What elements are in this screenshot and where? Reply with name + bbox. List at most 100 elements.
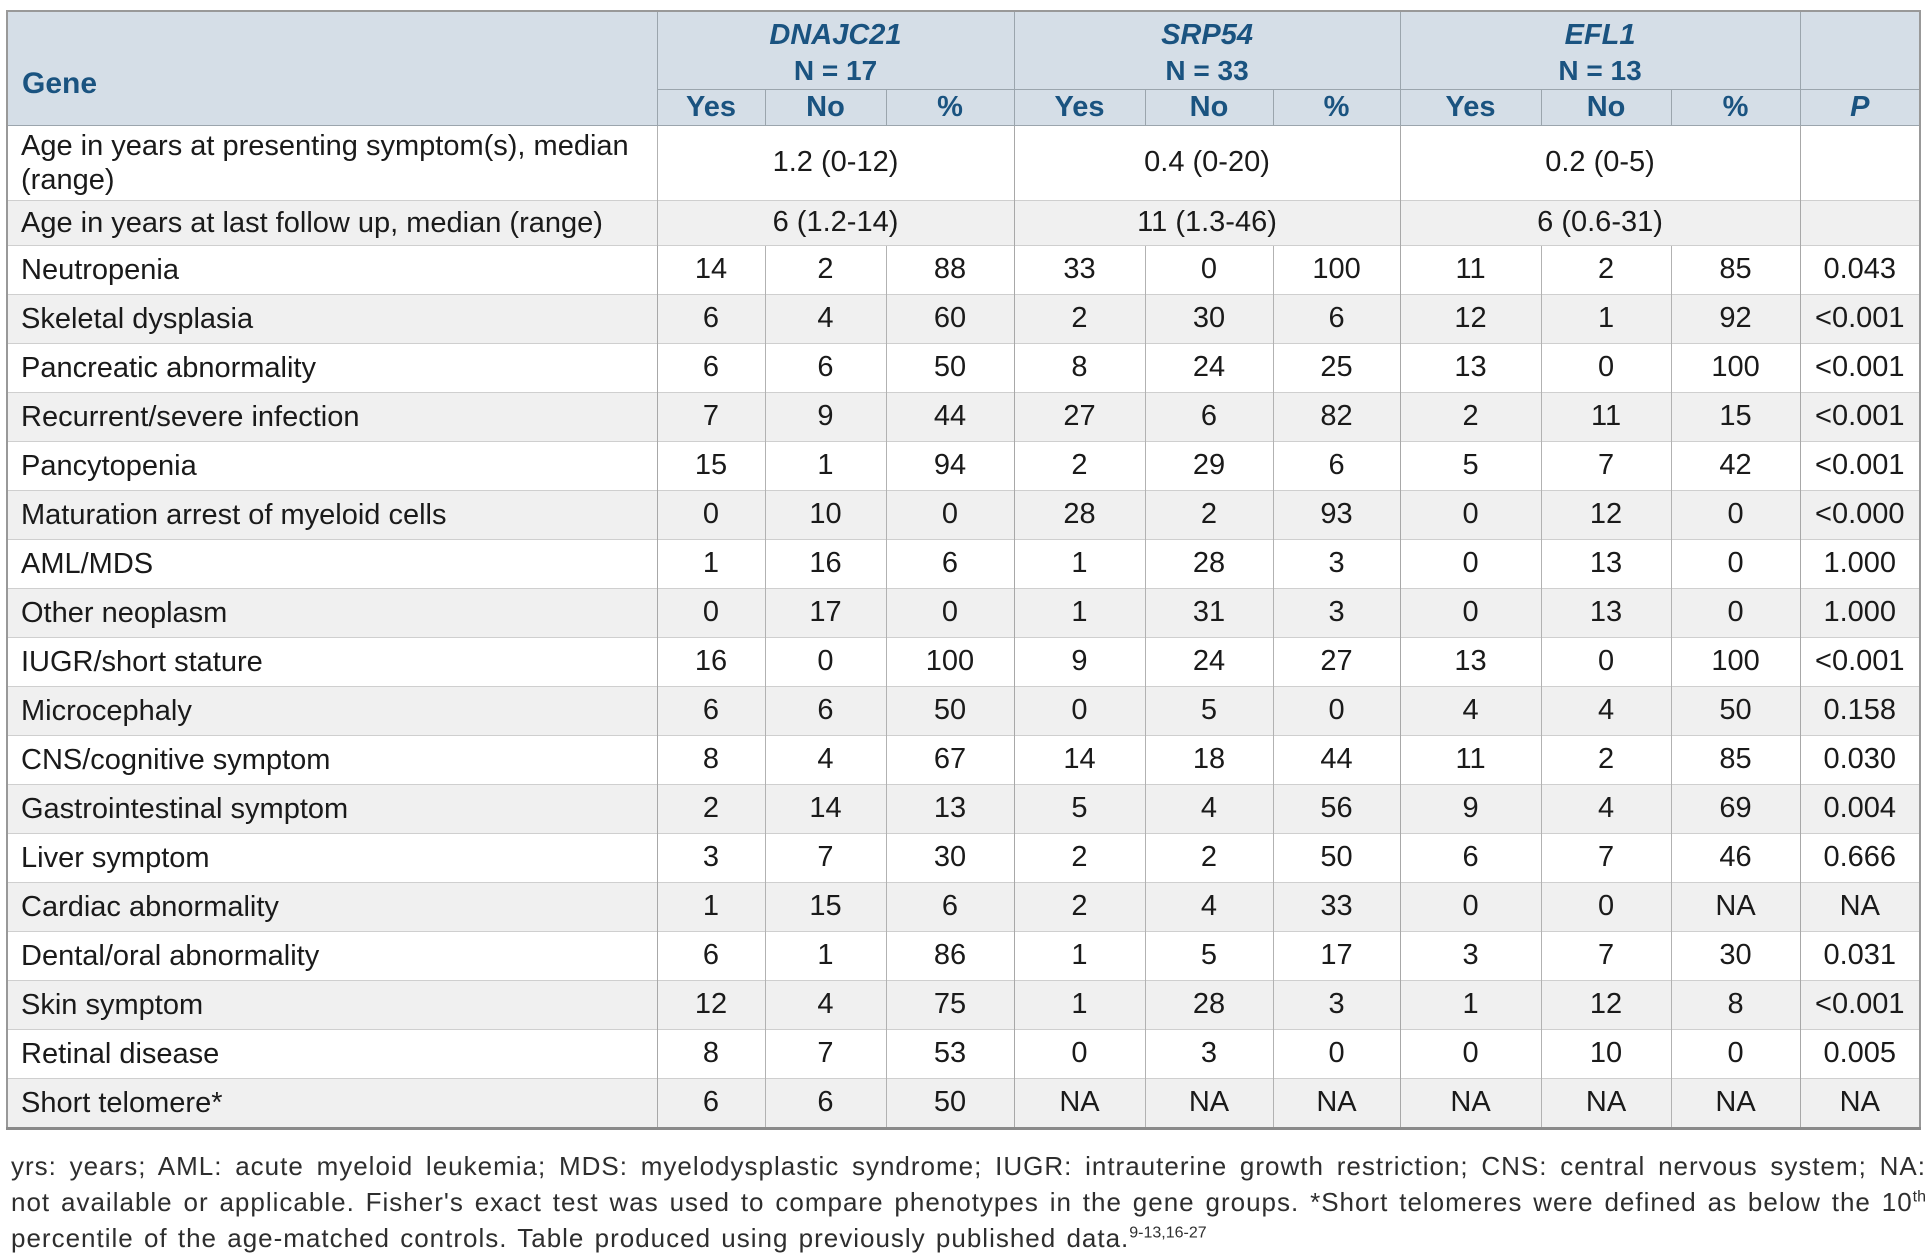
value-cell: 2 <box>1399 391 1542 441</box>
value-cell: 46 <box>1670 832 1801 882</box>
row-label: Retinal disease <box>7 1028 657 1078</box>
p-value-cell: <0.000 <box>1799 489 1921 539</box>
table-row: Retinal disease 8 7 53 0 3 0 0 10 0 0.005 <box>7 1028 1921 1078</box>
value-cell: 27 <box>1272 636 1401 686</box>
table-row: Other neoplasm 0 17 0 1 31 3 0 13 0 1.000 <box>7 587 1921 637</box>
value-cell: 5 <box>1013 783 1145 833</box>
age-value-dnajc21: 6 (1.2-14) <box>656 199 1014 245</box>
value-cell: 24 <box>1144 636 1273 686</box>
value-cell: 3 <box>656 832 765 882</box>
value-cell: 85 <box>1670 734 1801 784</box>
gene-n-dnajc21: N = 17 <box>793 54 878 86</box>
row-label: Gastrointestinal symptom <box>7 783 657 833</box>
value-cell: 7 <box>1540 440 1672 490</box>
value-cell: 4 <box>1144 881 1273 931</box>
value-cell: 0 <box>1013 1028 1145 1078</box>
value-cell: 13 <box>1540 538 1672 588</box>
subheader-no-dnajc21: No <box>764 88 887 126</box>
value-cell: 9 <box>1013 636 1145 686</box>
value-cell: 7 <box>764 1028 886 1078</box>
p-column-header-spacer <box>1799 10 1921 90</box>
value-cell: 6 <box>764 342 886 392</box>
table-row: Liver symptom 3 7 30 2 2 50 6 7 46 0.666 <box>7 832 1921 882</box>
subheader-yes-srp54: Yes <box>1013 88 1146 126</box>
value-cell: 85 <box>1670 244 1801 294</box>
value-cell: 2 <box>1540 734 1672 784</box>
age-value-dnajc21: 1.2 (0-12) <box>656 124 1014 200</box>
gene-column-header: Gene <box>6 10 658 126</box>
value-cell: 13 <box>1540 587 1672 637</box>
value-cell: 100 <box>1272 244 1401 294</box>
value-cell: 14 <box>656 244 765 294</box>
value-cell: 28 <box>1144 979 1273 1029</box>
value-cell: 33 <box>1272 881 1401 931</box>
value-cell: 2 <box>764 244 886 294</box>
value-cell: 4 <box>764 979 886 1029</box>
value-cell: 53 <box>885 1028 1014 1078</box>
value-cell: 0 <box>1399 587 1542 637</box>
value-cell: 92 <box>1670 293 1801 343</box>
value-cell: 28 <box>1144 538 1273 588</box>
value-cell: 1 <box>1540 293 1672 343</box>
p-value-cell: <0.001 <box>1799 636 1921 686</box>
value-cell: 11 <box>1399 244 1542 294</box>
value-cell: 1 <box>1013 587 1145 637</box>
gene-name-dnajc21: DNAJC21 <box>769 18 902 51</box>
p-value-cell: NA <box>1799 881 1921 931</box>
table-footnote: yrs: years; AML: acute myeloid leukemia;… <box>11 1148 1926 1256</box>
value-cell: 3 <box>1272 979 1401 1029</box>
value-cell: 3 <box>1272 587 1401 637</box>
value-cell: 4 <box>764 734 886 784</box>
p-value-cell: <0.001 <box>1799 293 1921 343</box>
value-cell: 1 <box>764 440 886 490</box>
row-label: Age in years at presenting symptom(s), m… <box>7 124 657 200</box>
value-cell: 60 <box>885 293 1014 343</box>
value-cell: 0 <box>1399 538 1542 588</box>
row-label: Pancreatic abnormality <box>7 342 657 392</box>
value-cell: 12 <box>656 979 765 1029</box>
value-cell: 6 <box>1272 293 1401 343</box>
value-cell: 1 <box>1013 930 1145 980</box>
value-cell: 2 <box>1013 293 1145 343</box>
row-label: Maturation arrest of myeloid cells <box>7 489 657 539</box>
table-row: Dental/oral abnormality 6 1 86 1 5 17 3 7 30 0.031 <box>7 930 1921 980</box>
age-value-efl1: 0.2 (0-5) <box>1399 124 1801 200</box>
value-cell: 12 <box>1540 979 1672 1029</box>
value-cell: 93 <box>1272 489 1401 539</box>
table-row: Recurrent/severe infection 7 9 44 27 6 82 2 11 15… <box>7 391 1921 441</box>
value-cell: 6 <box>656 293 765 343</box>
value-cell: 0 <box>1670 1028 1801 1078</box>
value-cell: 24 <box>1144 342 1273 392</box>
value-cell: 0 <box>1272 685 1401 735</box>
value-cell: 31 <box>1144 587 1273 637</box>
row-label: Other neoplasm <box>7 587 657 637</box>
value-cell: 69 <box>1670 783 1801 833</box>
value-cell: 28 <box>1013 489 1145 539</box>
value-cell: 0 <box>1670 587 1801 637</box>
value-cell: 3 <box>1399 930 1542 980</box>
value-cell: 7 <box>656 391 765 441</box>
gene-name-srp54: SRP54 <box>1161 18 1253 51</box>
table-row: AML/MDS 1 16 6 1 28 3 0 13 0 1.000 <box>7 538 1921 588</box>
value-cell: 0 <box>656 587 765 637</box>
row-label: CNS/cognitive symptom <box>7 734 657 784</box>
value-cell: 2 <box>1144 489 1273 539</box>
group-header-srp54: SRP54 N = 33 <box>1013 10 1401 90</box>
value-cell: NA <box>1013 1077 1145 1128</box>
row-label: Skeletal dysplasia <box>7 293 657 343</box>
value-cell: 8 <box>656 734 765 784</box>
value-cell: 1 <box>764 930 886 980</box>
value-cell: NA <box>1272 1077 1401 1128</box>
value-cell: 29 <box>1144 440 1273 490</box>
table-row: Skeletal dysplasia 6 4 60 2 30 6 12 1 92 <0.001 <box>7 293 1921 343</box>
footnote-superscript-th: th <box>1912 1187 1926 1205</box>
age-value-srp54: 11 (1.3-46) <box>1013 199 1401 245</box>
value-cell: 30 <box>1670 930 1801 980</box>
value-cell: 12 <box>1399 293 1542 343</box>
value-cell: 8 <box>1670 979 1801 1029</box>
p-value-cell: 1.000 <box>1799 587 1921 637</box>
value-cell: 14 <box>764 783 886 833</box>
value-cell: 7 <box>1540 832 1672 882</box>
row-label: Microcephaly <box>7 685 657 735</box>
value-cell: 50 <box>885 685 1014 735</box>
